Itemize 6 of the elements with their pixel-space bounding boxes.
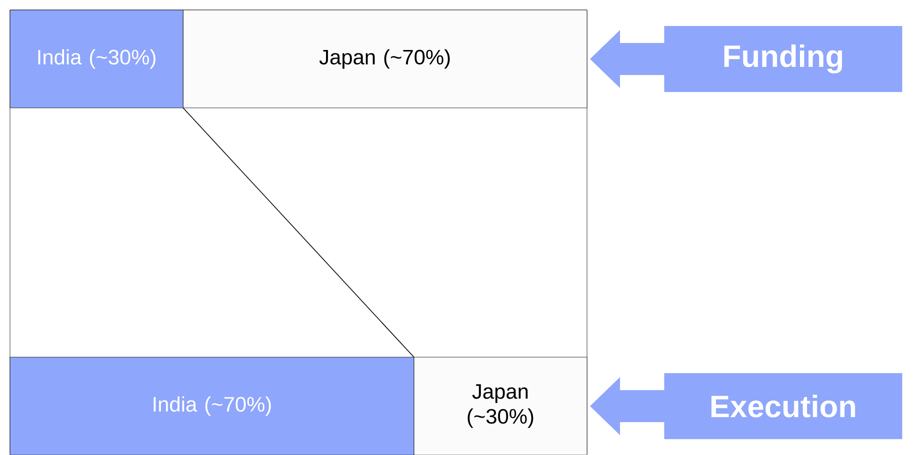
data-label: India (~70%) [154, 396, 271, 416]
data-label: Japan (~70%) [319, 49, 450, 69]
data-label: India (~30%) [38, 49, 156, 69]
y-tick-label: Execution [711, 394, 856, 418]
data-label: Japan (~30%) [468, 384, 534, 428]
y-tick-label: Funding [724, 44, 842, 74]
